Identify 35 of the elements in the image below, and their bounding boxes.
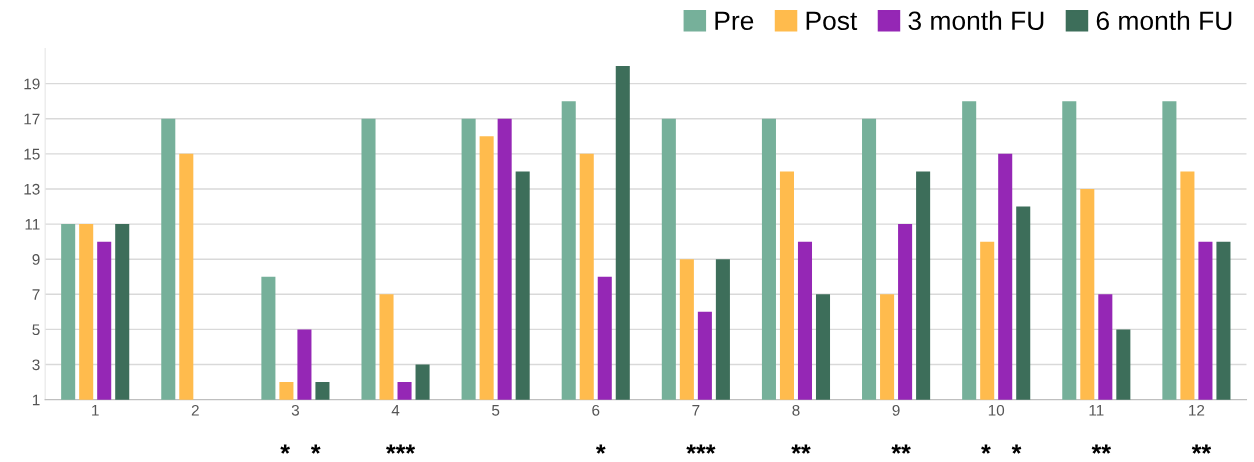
legend-label: Post bbox=[806, 11, 858, 31]
y-tick-label: 15 bbox=[24, 148, 40, 160]
y-tick-label: 1 bbox=[32, 394, 40, 406]
text: ** bbox=[791, 444, 811, 454]
x-tick-label: 10 bbox=[988, 404, 1005, 416]
y-tick-label: 11 bbox=[25, 219, 40, 230]
y-tick-label: 19 bbox=[24, 78, 40, 90]
x-tick-label: 3 bbox=[291, 404, 299, 416]
text: *** bbox=[386, 444, 416, 454]
y-tick-label: 3 bbox=[32, 359, 40, 371]
y-tick-label: 5 bbox=[32, 324, 40, 336]
text: * * bbox=[280, 444, 321, 454]
legend-label: Pre bbox=[715, 11, 754, 31]
x-tick-label: 7 bbox=[692, 405, 700, 416]
x-tick-label: 1 bbox=[92, 405, 99, 416]
text: ** bbox=[1191, 444, 1212, 454]
x-tick-label: 11 bbox=[1089, 405, 1104, 416]
x-tick-label: 4 bbox=[391, 405, 400, 416]
x-tick-label: 5 bbox=[492, 405, 500, 416]
legend-label: 6 month FU bbox=[1096, 10, 1232, 31]
text: *** bbox=[686, 444, 716, 454]
x-tick-label: 2 bbox=[191, 404, 199, 416]
y-tick-label: 9 bbox=[32, 254, 40, 265]
x-tick-label: 9 bbox=[892, 404, 900, 416]
x-tick-label: 6 bbox=[592, 404, 600, 416]
y-tick-label: 17 bbox=[24, 113, 40, 125]
y-tick-label: 13 bbox=[24, 183, 40, 195]
text: ** bbox=[891, 444, 911, 454]
y-tick-label: 7 bbox=[32, 289, 40, 300]
legend-label: 3 month FU bbox=[908, 10, 1044, 31]
text: * * bbox=[981, 444, 1022, 454]
text: ** bbox=[1091, 444, 1112, 454]
x-tick-label: 12 bbox=[1189, 404, 1205, 416]
x-tick-label: 8 bbox=[792, 404, 800, 416]
text: * bbox=[595, 444, 606, 454]
